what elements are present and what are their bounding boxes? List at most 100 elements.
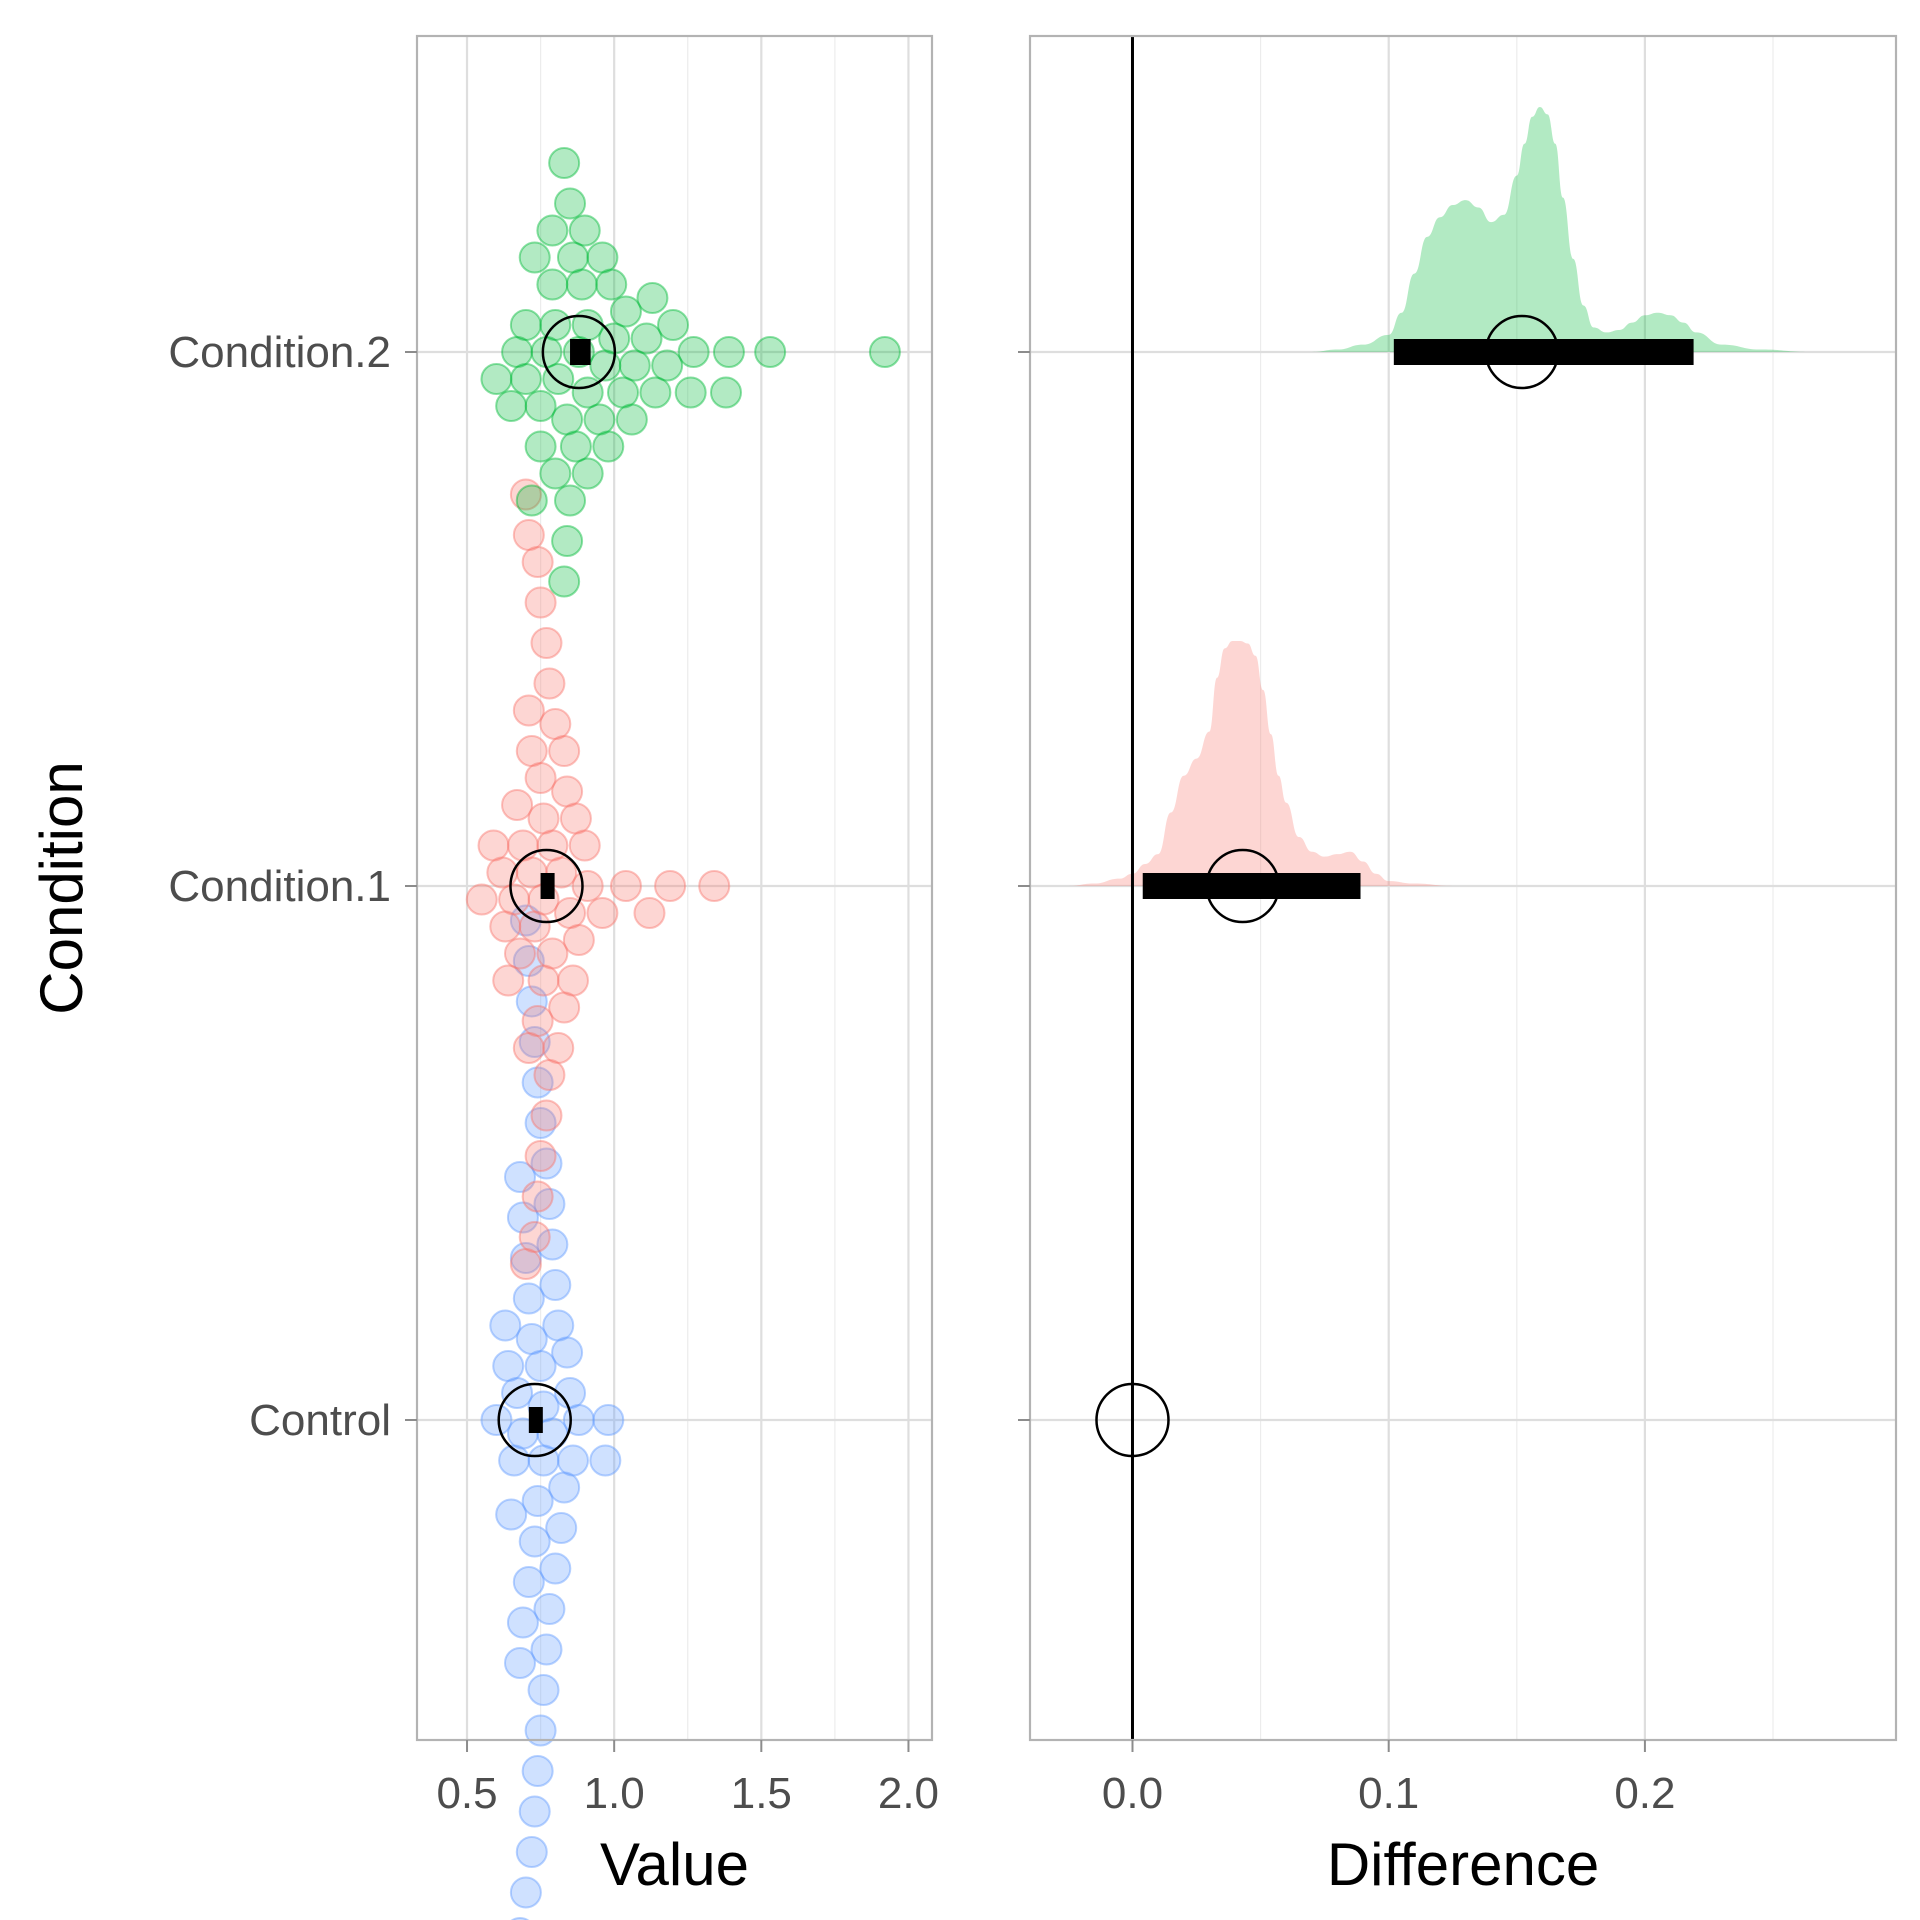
point-condition-1 [524, 586, 557, 619]
point-control [524, 1107, 557, 1139]
point-control [524, 1714, 557, 1747]
density-condition-2 [1311, 107, 1812, 352]
point-condition-1 [509, 1248, 542, 1280]
point-condition-2 [515, 484, 548, 517]
difference-panel-border [1028, 34, 1898, 1742]
point-control [518, 1026, 551, 1058]
point-condition-1 [515, 735, 548, 767]
point-condition-2 [639, 376, 672, 409]
point-condition-2 [524, 390, 557, 422]
value-tick-label: 2.0 [878, 1769, 939, 1818]
point-control [495, 1498, 528, 1531]
point-condition-1 [633, 897, 666, 929]
point-control [518, 1525, 551, 1558]
point-condition-2 [536, 268, 569, 301]
difference-axis-ticks: 0.0 0.1 0.2 [1102, 1740, 1675, 1818]
point-condition-1 [533, 1059, 566, 1091]
point-condition-1 [518, 1221, 551, 1253]
point-control [539, 1269, 572, 1301]
point-condition-2 [524, 430, 557, 463]
point-condition-1 [465, 883, 498, 916]
point-condition-1 [524, 762, 557, 794]
point-condition-2 [571, 457, 604, 490]
difference-tick-label: 0.1 [1358, 1769, 1419, 1818]
point-condition-2 [495, 390, 528, 422]
point-condition-1 [477, 829, 510, 862]
point-condition-2 [618, 349, 651, 382]
value-tick-label: 1.5 [731, 1769, 792, 1818]
point-condition-1 [509, 478, 542, 511]
point-condition-1 [512, 694, 545, 727]
value-panel: Control Condition.1 Condition.2 0.5 1.0 1.5 2… [28, 34, 939, 1920]
mean-marker-condition-1 [509, 848, 584, 924]
point-condition-2 [551, 403, 584, 436]
point-condition-2 [565, 268, 598, 301]
mean-ci-bar-condition-2 [570, 339, 591, 365]
difference-estimates [1095, 314, 1694, 1458]
point-condition-2 [586, 241, 619, 274]
point-condition-2 [530, 336, 563, 368]
point-condition-1 [521, 1005, 554, 1037]
point-condition-1 [512, 519, 545, 551]
point-condition-2 [677, 336, 710, 368]
difference-axis-title: Difference [1327, 1831, 1599, 1898]
point-control [542, 1309, 575, 1342]
point-condition-1 [542, 1032, 575, 1064]
point-condition-1 [536, 829, 569, 862]
point-control [524, 1350, 557, 1382]
point-control [551, 1336, 584, 1369]
point-control [512, 1282, 545, 1315]
point-control [480, 1404, 513, 1436]
point-control [562, 1404, 595, 1436]
point-control [533, 1188, 566, 1220]
swarm-points [465, 147, 901, 1920]
difference-estimate-condition-2 [1484, 314, 1560, 390]
point-condition-2 [554, 484, 587, 517]
point-condition-1 [492, 964, 525, 997]
point-condition-2 [501, 336, 534, 368]
point-condition-2 [480, 363, 513, 395]
point-condition-1 [530, 627, 563, 659]
point-control [589, 1444, 622, 1477]
point-condition-2 [518, 241, 551, 274]
point-condition-1 [530, 1099, 563, 1132]
difference-tick-label: 0.2 [1614, 1769, 1675, 1818]
point-condition-2 [868, 336, 901, 368]
value-axis-title: Value [600, 1831, 749, 1898]
point-condition-1 [539, 708, 572, 740]
point-control [504, 1647, 536, 1679]
point-control [506, 1606, 539, 1639]
point-control [521, 1755, 554, 1787]
point-control [501, 1377, 534, 1409]
mean-marker-control [497, 1382, 572, 1458]
point-control [530, 1633, 563, 1666]
point-condition-1 [489, 910, 522, 943]
point-condition-2 [609, 295, 642, 328]
mean-ci-bar-control [528, 1407, 543, 1433]
condition-label-condition-2: Condition.2 [168, 328, 391, 377]
point-condition-1 [568, 829, 601, 862]
density-condition-1 [1068, 641, 1453, 886]
point-condition-1 [506, 829, 539, 862]
point-condition-1 [521, 546, 554, 578]
point-condition-2 [592, 430, 625, 463]
point-condition-1 [698, 870, 731, 902]
point-condition-2 [595, 268, 628, 301]
point-condition-1 [536, 937, 569, 970]
point-condition-2 [539, 457, 572, 490]
value-panel-grid [417, 36, 932, 1740]
point-condition-1 [533, 667, 566, 700]
point-control [509, 1876, 542, 1909]
mean-marker-condition-2 [541, 314, 617, 390]
point-control [489, 1309, 522, 1342]
point-condition-1 [548, 991, 581, 1024]
point-control [512, 1566, 545, 1598]
point-condition-1 [548, 735, 581, 767]
point-control [518, 1795, 551, 1828]
point-condition-1 [527, 802, 560, 835]
difference-densities [1068, 107, 1812, 886]
point-condition-1 [654, 870, 687, 902]
point-condition-1 [609, 870, 642, 902]
difference-panel: 0.0 0.1 0.2 Difference [1018, 34, 1898, 1898]
